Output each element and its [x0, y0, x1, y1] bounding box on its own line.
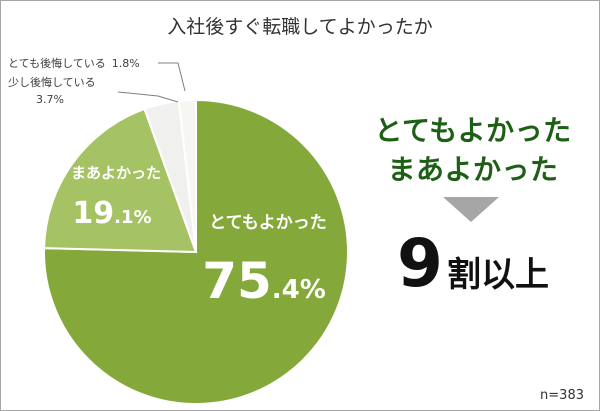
- leader-line-slight-regret: [117, 91, 179, 103]
- summary-number: 9: [397, 225, 443, 302]
- summary-suffix: 割以上: [446, 255, 549, 295]
- slice-label-fairly-good: まあよかった: [71, 164, 161, 182]
- down-arrow-icon: [443, 197, 499, 222]
- slice-label-slight-regret: 少し後悔している: [8, 75, 96, 89]
- slice-label-strong-regret: とても後悔している 1.8%: [8, 56, 140, 70]
- summary-result: 9 割以上: [348, 226, 598, 302]
- chart-title: 入社後すぐ転職してよかったか: [167, 16, 433, 38]
- summary-line-2: まあよかった: [387, 153, 559, 186]
- pie-slice-strong-regret: [177, 98, 197, 253]
- pie-slice-fairly-good: [43, 107, 198, 254]
- slice-value-slight-regret: 3.7%: [36, 93, 64, 106]
- pie-slice-very-good: [43, 98, 349, 405]
- slice-label-very-good: とてもよかった: [209, 213, 327, 233]
- slice-value-fairly-good: 19.1%: [72, 196, 151, 231]
- leader-line-strong-regret: [158, 62, 186, 92]
- slice-value-very-good: 75.4%: [202, 252, 326, 310]
- sample-size: n=383: [540, 388, 584, 403]
- summary-line-1: とてもよかった: [374, 114, 572, 147]
